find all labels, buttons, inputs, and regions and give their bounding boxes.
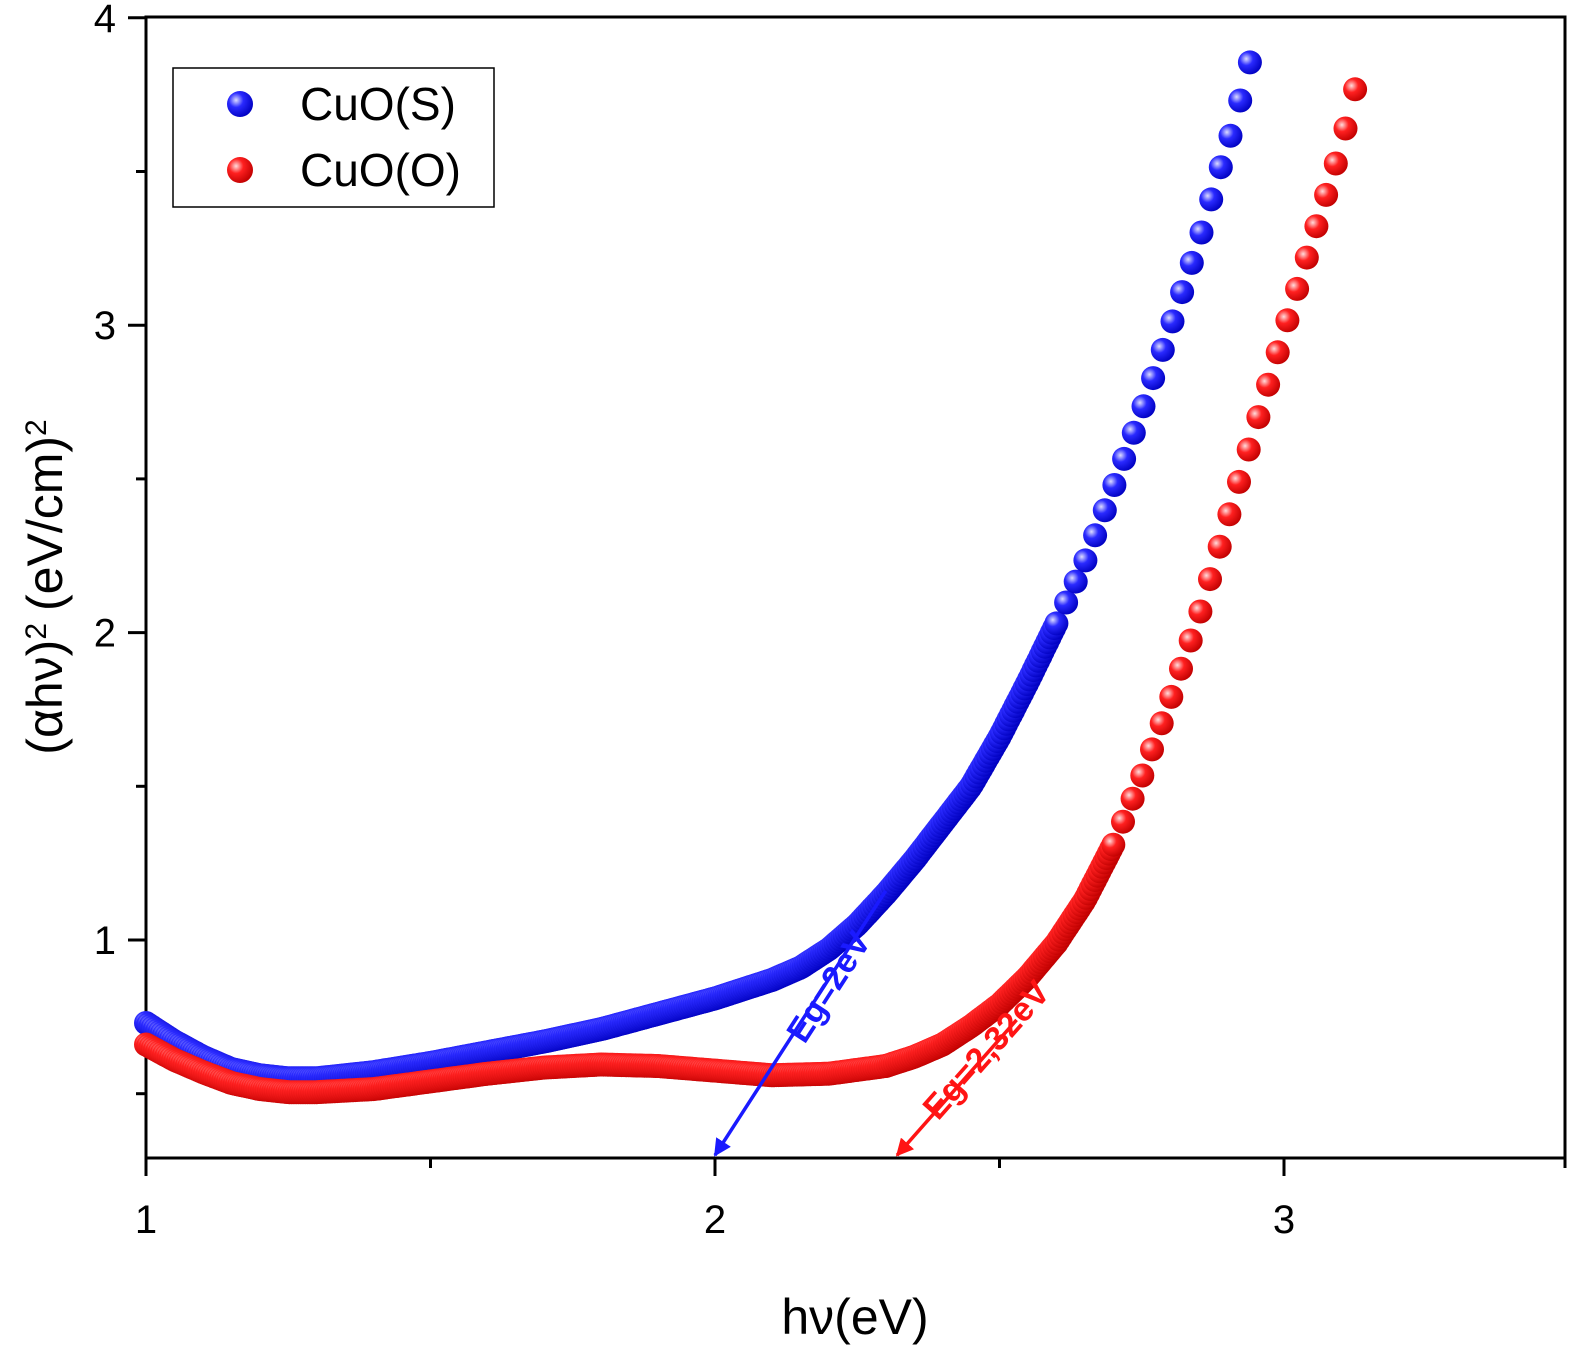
data-point <box>1083 523 1108 548</box>
legend-label-cuo-o: CuO(O) <box>300 144 461 196</box>
y-axis-title-sup: 2 <box>20 623 53 640</box>
series-cuo-o <box>134 77 1368 1105</box>
x-tick-label: 1 <box>135 1198 157 1242</box>
x-tick-label: 3 <box>1273 1198 1295 1242</box>
y-tick-label: 1 <box>94 919 116 963</box>
data-point <box>1112 446 1137 471</box>
data-point <box>1218 123 1243 148</box>
data-point <box>1131 394 1156 419</box>
data-point <box>1130 763 1155 788</box>
y-axis-title-unit: (eV/cm) <box>17 436 73 611</box>
data-point <box>1178 628 1203 653</box>
data-point <box>1246 405 1271 430</box>
data-point <box>1054 590 1079 615</box>
data-point <box>1159 684 1184 709</box>
data-point <box>1304 214 1329 239</box>
data-point <box>1314 182 1339 207</box>
data-point <box>1237 50 1262 75</box>
annotation-arrow <box>713 889 888 1157</box>
data-point <box>1170 280 1195 305</box>
data-point <box>1169 656 1193 681</box>
data-point <box>1121 420 1146 445</box>
data-point <box>1275 308 1300 333</box>
data-point <box>1179 250 1204 275</box>
data-point <box>1188 599 1213 624</box>
x-axis-title: hν(eV) <box>781 1289 928 1345</box>
data-point <box>1160 309 1185 334</box>
data-point <box>1102 473 1127 497</box>
data-point <box>1141 366 1166 391</box>
legend-marker-cuo-o <box>227 157 253 183</box>
y-axis-title: (αhν)2(eV/cm)2 <box>17 419 73 754</box>
data-point <box>1198 567 1222 592</box>
data-point <box>1323 151 1348 176</box>
data-point <box>1227 469 1251 494</box>
data-point <box>1149 711 1174 736</box>
y-tick-label: 2 <box>94 612 116 656</box>
data-point <box>1333 116 1358 141</box>
data-point <box>1228 88 1253 113</box>
data-point <box>1120 786 1145 811</box>
legend: CuO(S) CuO(O) <box>172 67 495 208</box>
data-point <box>1294 245 1319 270</box>
data-point <box>1140 737 1164 762</box>
axis-ticks: 1 2 3 1 2 3 4 <box>94 0 1567 1242</box>
y-tick-label: 3 <box>94 304 116 348</box>
data-point <box>1063 569 1088 594</box>
y-axis-title-main: (αhν) <box>17 640 73 755</box>
data-point <box>1092 498 1117 523</box>
data-point <box>1207 534 1232 559</box>
data-point <box>1101 832 1126 857</box>
series-layer <box>134 50 1368 1105</box>
data-point <box>1236 437 1261 462</box>
data-point <box>1073 548 1098 573</box>
data-point <box>1150 337 1175 362</box>
data-point <box>1189 220 1214 245</box>
data-point <box>1343 77 1368 102</box>
annotations: Eg=2eV Eg=2,32eV <box>713 889 1058 1157</box>
annotation-arrow <box>895 1018 1018 1157</box>
data-point <box>1285 276 1310 301</box>
data-point <box>1208 155 1233 180</box>
data-point <box>1199 187 1224 212</box>
legend-box <box>172 67 495 208</box>
data-point <box>1111 809 1135 834</box>
y-axis-title-unit-sup: 2 <box>20 419 53 436</box>
data-point <box>1217 502 1242 527</box>
y-tick-label: 4 <box>94 0 116 41</box>
data-point <box>1256 372 1281 397</box>
legend-label-cuo-s: CuO(S) <box>300 78 456 130</box>
data-point <box>1044 611 1069 636</box>
plot-frame <box>144 15 1567 1160</box>
x-tick-label: 2 <box>704 1198 726 1242</box>
legend-marker-cuo-s <box>227 91 253 117</box>
data-point <box>1265 340 1290 365</box>
